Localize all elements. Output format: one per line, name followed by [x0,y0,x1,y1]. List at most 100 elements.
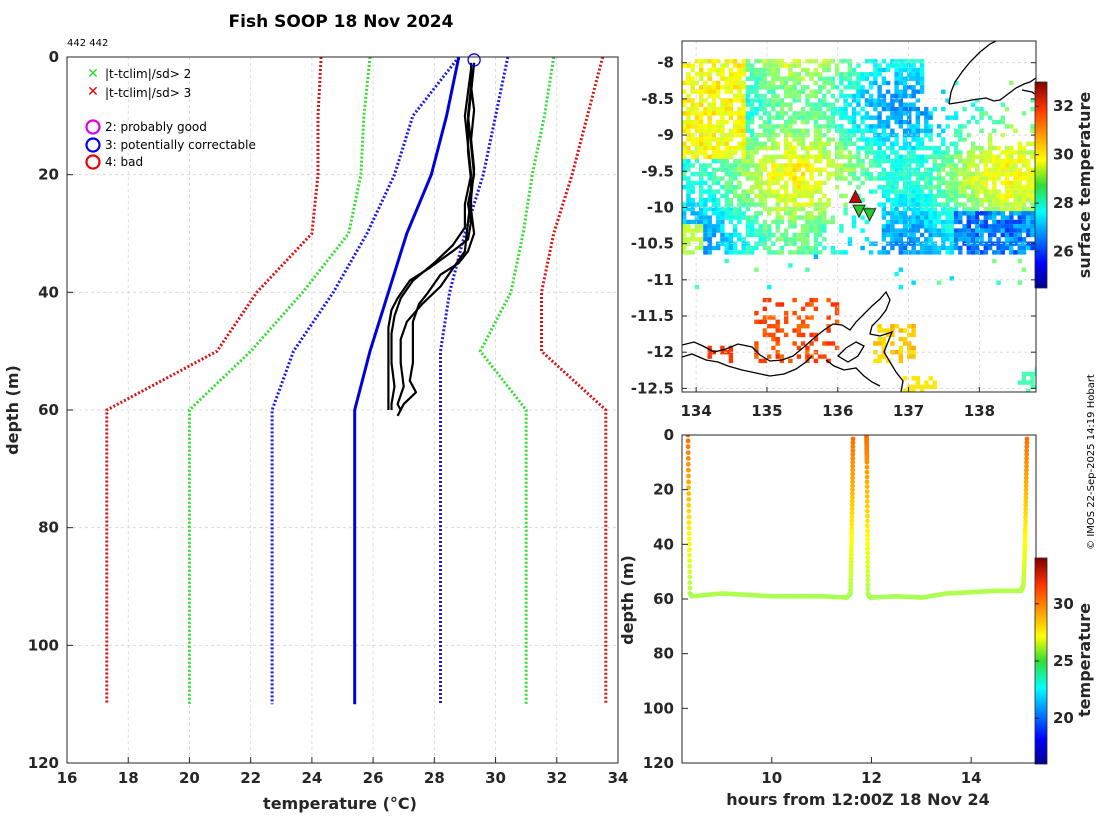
sst-cell [1021,245,1027,251]
sst-cell [737,111,742,116]
sst-cell [720,128,725,133]
sst-cell [762,228,768,233]
sst-cell [826,297,831,303]
sst-cell [1030,202,1035,207]
cast-point [686,520,692,525]
sst-cell [792,167,797,172]
sst-cell [911,211,916,216]
sst-cell [741,154,746,159]
sst-cell [1021,211,1027,216]
sst-cell [703,80,708,86]
sst-cell [924,250,929,255]
sst-cell [932,384,937,390]
sst-cell [941,106,946,112]
sst-cell [741,115,746,120]
sst-cell [839,111,844,116]
sst-cell [894,132,899,138]
sst-cell [839,176,844,181]
sst-cell [762,93,768,99]
sst-cell [843,250,848,255]
sst-cell [932,150,937,155]
sst-cell [792,163,797,168]
sst-cell [856,111,861,116]
sst-cell [788,76,793,81]
sst-cell [784,189,789,194]
figure-title: Fish SOOP 18 Nov 2024 [229,12,454,32]
sst-cell [919,63,925,68]
y-tick-label: 60 [38,401,59,419]
sst-cell [707,106,712,112]
sst-cell [881,211,887,216]
sst-cell [728,345,734,351]
sst-cell [890,102,895,107]
sst-cell [953,132,959,138]
sst-cell [1026,389,1031,392]
sst-cell [936,180,942,186]
cast-point [864,499,870,504]
sst-cell [724,106,729,112]
sst-cell [728,211,734,216]
sst-cell [834,67,840,73]
legend-item-sd2: ✕ |t-tclim|/sd> 2 [87,66,191,82]
sst-cell [707,85,712,90]
sst-cell [707,137,712,142]
sst-cell [941,245,946,251]
sst-cell [1013,219,1018,225]
sst-cell [962,202,967,207]
sst-cell [1013,128,1018,133]
sst-cell [975,215,980,220]
sst-cell [796,76,802,81]
sst-cell [907,124,912,129]
sst-cell [733,150,738,155]
sst-cell [758,319,763,324]
sst-cell [754,67,759,73]
sst-cell [720,185,725,190]
sst-cell [728,358,734,364]
sst-cell [953,145,959,151]
sst-cell [741,119,746,125]
sst-cell [720,237,725,242]
sst-cell [762,306,768,311]
sst-cell [767,72,772,77]
sst-cell [856,76,861,81]
sst-cell [792,172,797,177]
sst-cell [800,250,806,255]
sst-cell [694,215,700,220]
sst-cell [682,232,687,238]
sst-cell [800,76,806,81]
sst-cell [928,202,933,207]
cast-point [849,514,855,520]
sst-cell [728,219,734,225]
sst-cell [975,237,980,242]
sst-cell [728,354,734,359]
cast-point [864,464,870,470]
sst-cell [885,137,891,142]
sst-cell [962,189,967,194]
cast-point [685,450,691,455]
sst-cell [983,150,988,155]
sst-cell [805,180,810,186]
sst-cell [1030,380,1035,385]
sst-cell [881,176,887,181]
sst-cell [703,189,708,194]
sst-cell [1030,198,1035,203]
sst-cell [915,59,920,64]
sst-cell [945,245,950,251]
sst-cell [694,145,700,151]
sst-cell [1026,172,1031,177]
sst-cell [953,245,959,251]
sst-cell [885,198,891,203]
sst-cell [813,215,819,220]
sst-cell [762,332,768,338]
sst-cell [745,76,751,81]
sst-cell [987,167,993,172]
sst-cell [856,72,861,77]
sst-cell [716,85,721,90]
sst-cell [1026,211,1031,216]
climatology-mean-line [353,57,461,705]
cast-point [849,530,855,535]
sst-cell [949,228,954,233]
sst-cell [699,141,704,146]
sst-cell [686,219,691,225]
sst-cell [924,172,929,177]
